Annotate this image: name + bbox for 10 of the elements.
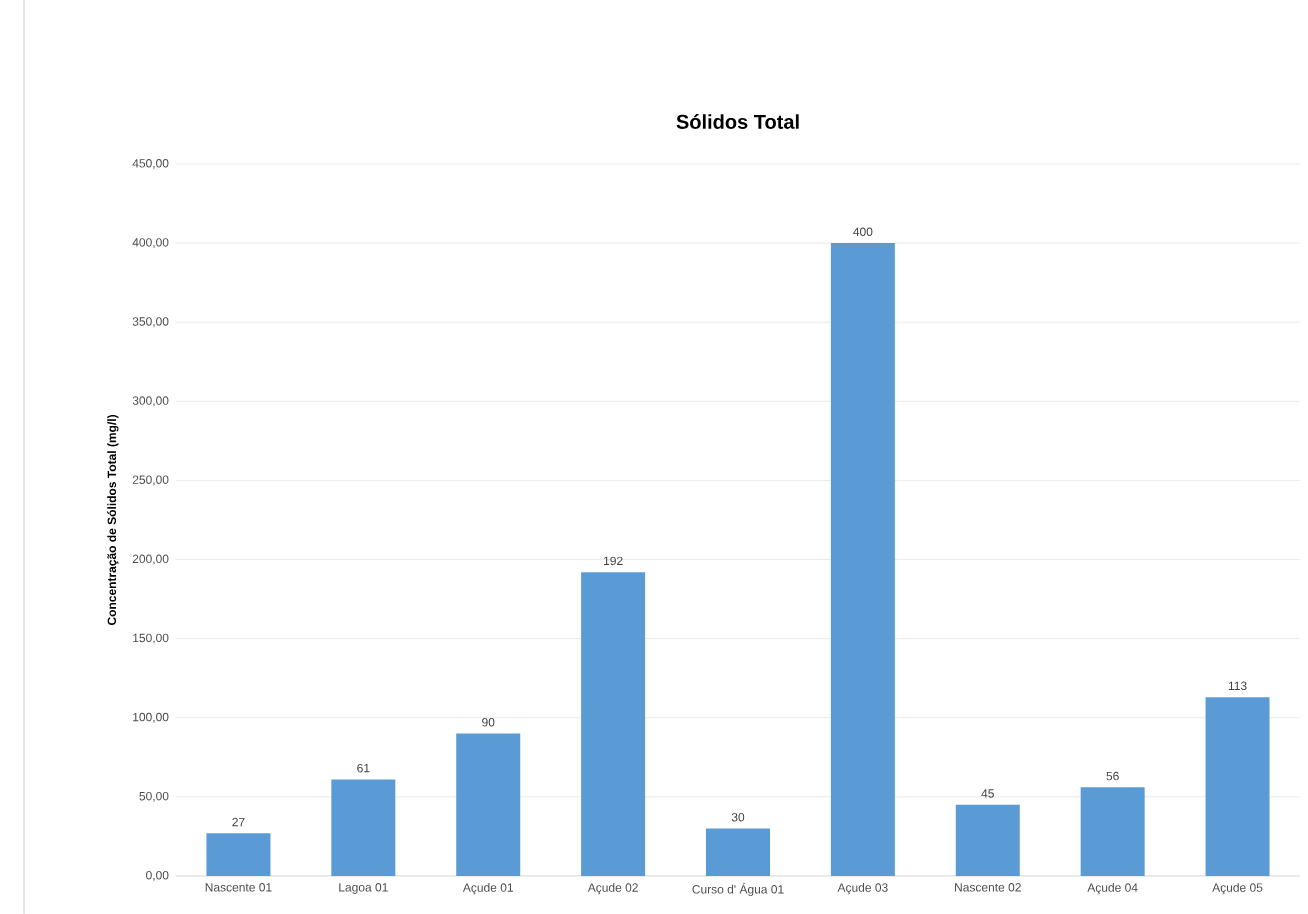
bar — [581, 572, 646, 876]
bar — [1080, 787, 1145, 876]
bar — [1205, 697, 1270, 876]
bar — [955, 804, 1020, 876]
bar — [830, 243, 895, 876]
bar — [206, 833, 271, 876]
bar — [331, 779, 396, 876]
chart-title: Sólidos Total — [676, 114, 799, 129]
bar — [705, 828, 770, 876]
bar — [456, 733, 521, 876]
